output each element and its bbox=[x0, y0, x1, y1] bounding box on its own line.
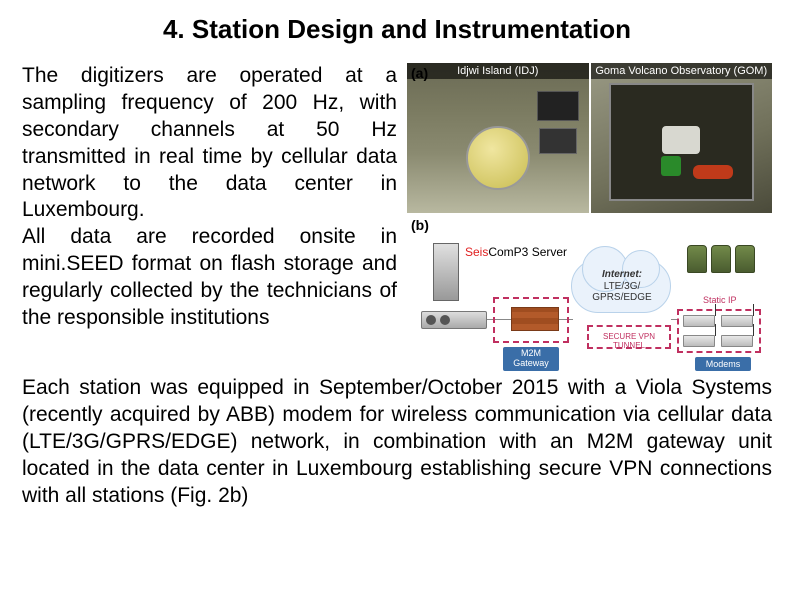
photo-caption: Idjwi Island (IDJ) bbox=[407, 63, 589, 79]
figure-panel-a: (a) Idjwi Island (IDJ) Goma Volca bbox=[407, 63, 772, 213]
photo-caption: Goma Volcano Observatory (GOM) bbox=[591, 63, 773, 79]
equipment-box-icon bbox=[539, 128, 577, 154]
server-tower-icon bbox=[433, 243, 459, 301]
left-paragraph: The digitizers are operated at a samplin… bbox=[22, 63, 397, 365]
modem-icon bbox=[683, 335, 715, 347]
modem-icon bbox=[721, 335, 753, 347]
photo-goma: Goma Volcano Observatory (GOM) bbox=[591, 63, 773, 213]
m2m-gateway-tag: M2MGateway bbox=[503, 347, 559, 371]
sensor-cylinder-icon bbox=[466, 126, 530, 190]
vault-pit-icon bbox=[609, 83, 755, 201]
modem-icon bbox=[683, 315, 715, 327]
figure-column: (a) Idjwi Island (IDJ) Goma Volca bbox=[407, 63, 772, 365]
device-icon bbox=[693, 165, 733, 179]
panel-a-label: (a) bbox=[411, 65, 428, 81]
modem-icon bbox=[721, 315, 753, 327]
server-label: SeisComP3 Server bbox=[465, 245, 567, 259]
datalogger-icon bbox=[711, 245, 731, 273]
photo-idjwi: Idjwi Island (IDJ) bbox=[407, 63, 589, 213]
vpn-box bbox=[493, 297, 569, 343]
equipment-box-icon bbox=[537, 91, 579, 121]
server-rack-icon bbox=[421, 311, 487, 329]
cloud-label: Internet: LTE/3G/GPRS/EDGE bbox=[579, 269, 665, 304]
static-ip-label: Static IP bbox=[703, 295, 737, 305]
panel-b-label: (b) bbox=[411, 217, 429, 233]
bottom-paragraph: Each station was equipped in September/O… bbox=[22, 375, 772, 509]
device-icon bbox=[662, 126, 700, 154]
figure-panel-b: (b) SeisComP3 Server Internet: LTE/3G/GP… bbox=[407, 215, 772, 365]
datalogger-icon bbox=[735, 245, 755, 273]
section-title: 4. Station Design and Instrumentation bbox=[22, 14, 772, 45]
modems-tag: Modems bbox=[695, 357, 751, 371]
device-icon bbox=[661, 156, 681, 176]
datalogger-icon bbox=[687, 245, 707, 273]
content-row: The digitizers are operated at a samplin… bbox=[22, 63, 772, 365]
vpn-tunnel-label: SECURE VPN TUNNEL bbox=[587, 325, 671, 349]
